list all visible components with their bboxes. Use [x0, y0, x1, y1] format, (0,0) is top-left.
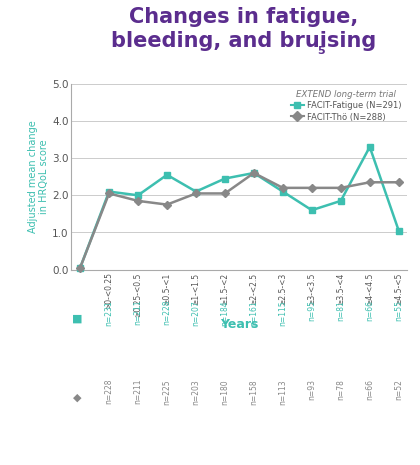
Text: n=113: n=113: [278, 379, 287, 405]
Text: n=66: n=66: [365, 300, 374, 321]
Text: n=231: n=231: [105, 300, 113, 326]
Text: n=180: n=180: [220, 379, 229, 405]
Text: n=115: n=115: [278, 300, 287, 326]
Text: n=161: n=161: [249, 300, 258, 326]
Text: n=52: n=52: [394, 379, 403, 400]
Text: n=203: n=203: [192, 379, 200, 405]
Text: n=228: n=228: [105, 379, 113, 405]
Text: n=158: n=158: [249, 379, 258, 405]
Text: 5: 5: [317, 46, 325, 57]
Text: ■: ■: [72, 313, 83, 324]
Text: n=95: n=95: [307, 300, 316, 321]
Legend: FACIT-Fatigue (N=291), FACIT-Thö (N=288): FACIT-Fatigue (N=291), FACIT-Thö (N=288): [289, 88, 403, 123]
X-axis label: Years: Years: [220, 318, 259, 331]
Text: n=207: n=207: [192, 300, 200, 326]
Text: n=225: n=225: [163, 379, 171, 405]
Text: n=55: n=55: [394, 300, 403, 321]
Text: n=211: n=211: [134, 300, 142, 326]
Text: n=184: n=184: [220, 300, 229, 326]
Text: n=78: n=78: [336, 379, 345, 400]
Text: n=81: n=81: [336, 300, 345, 321]
Text: n=211: n=211: [134, 379, 142, 405]
Text: n=93: n=93: [307, 379, 316, 400]
Text: n=66: n=66: [365, 379, 374, 400]
Text: n=228: n=228: [163, 300, 171, 326]
Text: ◆: ◆: [74, 392, 82, 403]
Text: Changes in fatigue,
bleeding, and bruising: Changes in fatigue, bleeding, and bruisi…: [111, 7, 376, 51]
Y-axis label: Adjusted mean change
in HRQoL score: Adjusted mean change in HRQoL score: [28, 120, 49, 233]
